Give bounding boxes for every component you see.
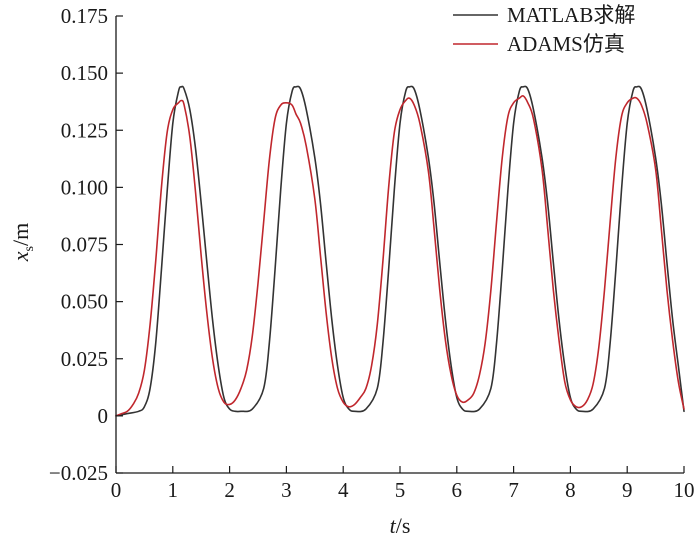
ticks: 0 1 2 3 4 5 6 7 8 9 10−0.02500.0250.0500.0750.1000… xyxy=(49,4,695,502)
plot-area xyxy=(115,85,685,417)
legend-label-adams: ADAMS仿真 xyxy=(507,32,625,56)
x-tick-label: 8 xyxy=(565,478,576,502)
legend: MATLAB求解 ADAMS仿真 xyxy=(453,3,635,56)
y-tick-label: 0.050 xyxy=(61,290,108,314)
x-tick-label: 7 xyxy=(508,478,519,502)
y-tick-label: 0.075 xyxy=(61,233,108,257)
x-axis-label-variable: t xyxy=(390,513,397,538)
x-tick-label: 5 xyxy=(395,478,406,502)
series-line-matlab xyxy=(115,85,685,417)
y-axis-label-unit: /m xyxy=(8,223,33,246)
legend-label-matlab: MATLAB求解 xyxy=(507,3,635,27)
x-axis-label-unit: /s xyxy=(396,513,411,538)
x-tick-label: 0 xyxy=(111,478,122,502)
y-axis-label-subscript: s xyxy=(22,246,37,251)
y-axis-label: xs/m xyxy=(8,223,37,262)
y-tick-label: 0.125 xyxy=(61,118,108,142)
y-tick-label: 0.025 xyxy=(61,347,108,371)
y-tick-label: −0.025 xyxy=(49,461,108,485)
y-axis-label-variable: x xyxy=(8,251,33,262)
x-tick-label: 10 xyxy=(674,478,695,502)
x-tick-label: 2 xyxy=(224,478,235,502)
x-tick-label: 1 xyxy=(168,478,179,502)
series-line-adams xyxy=(115,95,685,417)
y-tick-label: 0.100 xyxy=(61,175,108,199)
y-tick-label: 0.150 xyxy=(61,61,108,85)
x-tick-label: 9 xyxy=(622,478,633,502)
y-tick-label: 0 xyxy=(98,404,109,428)
x-tick-label: 6 xyxy=(452,478,463,502)
x-tick-label: 4 xyxy=(338,478,349,502)
x-tick-label: 3 xyxy=(281,478,292,502)
x-axis-label: t/s xyxy=(390,513,411,538)
y-tick-label: 0.175 xyxy=(61,4,108,28)
